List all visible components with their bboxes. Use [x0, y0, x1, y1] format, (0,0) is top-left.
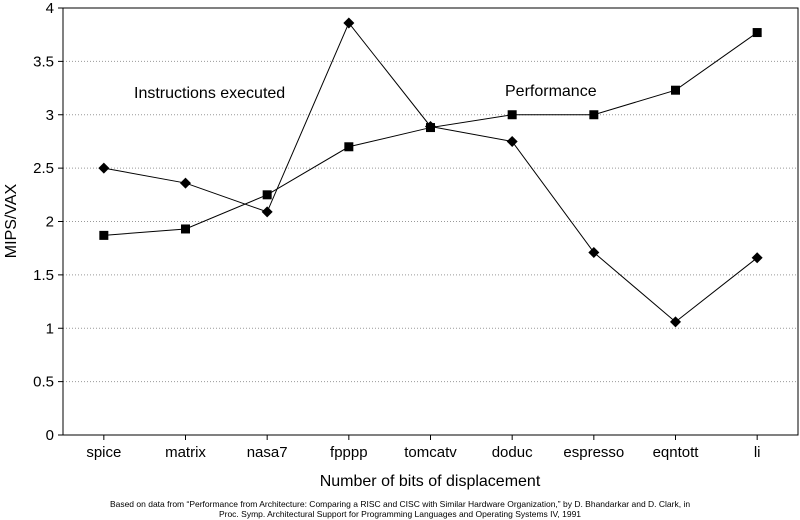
- x-tick-label: fpppp: [330, 444, 368, 461]
- y-tick-label: 0: [46, 427, 54, 444]
- y-tick-label: 0.5: [33, 374, 54, 391]
- point-performance: [344, 142, 354, 152]
- point-instructions-executed: [343, 17, 355, 29]
- point-performance: [507, 110, 517, 120]
- y-tick-label: 4: [46, 0, 54, 17]
- point-performance: [671, 85, 680, 95]
- annotation-instructions-executed: Instructions executed: [134, 85, 285, 102]
- point-performance: [752, 28, 762, 38]
- x-tick-label: espresso: [563, 444, 624, 461]
- x-tick-label: spice: [86, 444, 121, 461]
- point-instructions-executed: [180, 177, 191, 189]
- x-tick-label: tomcatv: [404, 444, 457, 461]
- y-tick-label: 2: [46, 214, 54, 231]
- annotation-performance: Performance: [505, 83, 597, 100]
- grid-lines: [63, 60, 798, 383]
- point-instructions-executed: [670, 316, 681, 328]
- series-line-performance: [103, 32, 758, 236]
- x-tick-label: matrix: [165, 444, 206, 461]
- y-tick-label: 1.5: [33, 267, 54, 284]
- y-tick-label: 1: [46, 320, 54, 337]
- caption-line-1: Based on data from “Performance from Arc…: [109, 499, 691, 509]
- caption-line-2: Proc. Symp. Architectural Support for Pr…: [218, 509, 582, 519]
- point-instructions-executed: [588, 246, 600, 258]
- point-instructions-executed: [98, 162, 110, 174]
- y-axis: 0 0.5 1 1.5 2 2.5 3 3.5 4: [33, 0, 63, 444]
- point-performance: [181, 224, 190, 234]
- series-line-instructions-executed: [103, 21, 758, 323]
- point-instructions-executed: [261, 206, 273, 218]
- y-tick-label: 3.5: [33, 53, 54, 70]
- x-axis-title: Number of bits of displacement: [320, 473, 541, 490]
- point-performance: [262, 190, 272, 200]
- point-performance: [426, 123, 435, 133]
- point-performance: [99, 230, 109, 240]
- point-instructions-executed: [751, 252, 763, 264]
- series-group: [98, 17, 763, 328]
- point-instructions-executed: [506, 135, 518, 147]
- x-axis: spice matrix nasa7 fpppp tomcatv doduc espress…: [86, 435, 761, 461]
- y-tick-label: 3: [46, 107, 54, 124]
- x-tick-label: doduc: [492, 444, 533, 461]
- x-tick-label: eqntott: [653, 444, 700, 461]
- x-tick-label: nasa7: [247, 444, 288, 461]
- x-tick-label: li: [754, 444, 761, 461]
- point-performance: [589, 110, 599, 120]
- y-axis-title: MIPS/VAX: [3, 183, 20, 258]
- y-tick-label: 2.5: [33, 160, 54, 177]
